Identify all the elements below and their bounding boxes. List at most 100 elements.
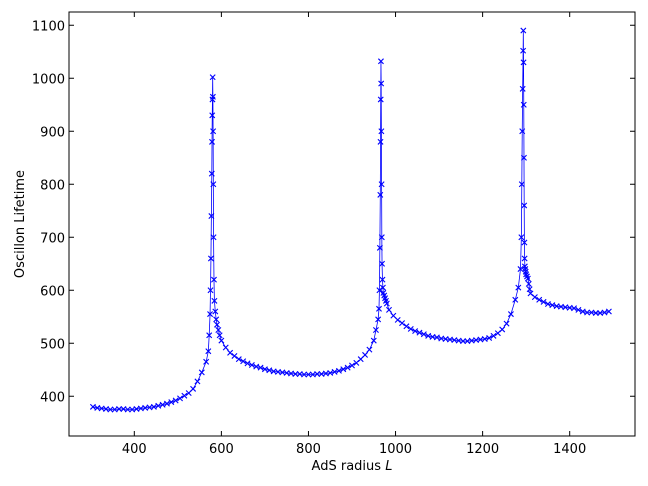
data-point-marker (349, 362, 355, 369)
y-tick-label: 700 (40, 231, 65, 246)
data-point-marker (375, 316, 382, 323)
data-point-marker (378, 234, 385, 241)
data-point-marker (209, 138, 216, 145)
data-point-marker (512, 296, 519, 303)
data-point-marker (208, 170, 215, 177)
data-point-marker (209, 112, 216, 119)
data-point-marker (412, 328, 419, 335)
data-point-marker (227, 349, 234, 356)
data-point-marker (314, 371, 321, 377)
data-point-marker (520, 47, 527, 54)
data-point-marker (519, 128, 526, 135)
data-point-marker (525, 280, 532, 287)
data-point-marker (150, 403, 157, 410)
data-point-marker (190, 385, 197, 392)
data-point-marker (222, 344, 229, 351)
x-tick-label: 1000 (379, 442, 412, 457)
data-point-marker (213, 316, 220, 323)
data-point-marker (518, 234, 525, 241)
plot-frame (68, 11, 636, 437)
data-point-marker (194, 378, 201, 385)
data-point-marker (403, 323, 410, 330)
data-point-marker (481, 336, 488, 342)
data-point-marker (378, 128, 385, 135)
data-point-marker (549, 302, 556, 309)
data-point-marker (520, 59, 527, 66)
data-point-marker (244, 360, 251, 367)
data-point-marker (377, 191, 384, 198)
data-point-marker (212, 308, 219, 315)
data-point-marker (521, 239, 528, 246)
data-point-marker (210, 234, 217, 241)
data-point-marker (340, 366, 347, 373)
data-point-marker (370, 337, 377, 344)
x-tick-label: 1200 (466, 442, 499, 457)
data-point-marker (205, 348, 212, 355)
data-point-marker (433, 334, 440, 341)
data-point-marker (206, 332, 213, 339)
data-point-marker (257, 364, 264, 371)
x-tick-label: 600 (209, 442, 234, 457)
data-point-marker (163, 400, 170, 407)
data-point-marker (177, 395, 184, 402)
data-point-marker (379, 260, 386, 267)
data-point-marker (499, 326, 506, 333)
y-tick-label: 600 (40, 284, 65, 299)
series-layer (89, 27, 612, 413)
data-point-marker (231, 352, 238, 359)
data-point-marker (377, 138, 384, 145)
data-point-marker (515, 284, 522, 291)
data-point-marker (518, 181, 525, 188)
data-point-marker (540, 298, 547, 305)
data-point-marker (579, 308, 586, 315)
data-point-marker (214, 321, 221, 328)
data-point-marker (331, 368, 338, 375)
data-point-marker (240, 358, 247, 365)
data-point-marker (235, 356, 242, 363)
y-tick-label: 900 (40, 125, 65, 140)
data-point-marker (208, 213, 215, 220)
data-point-marker (210, 128, 217, 135)
data-point-marker (261, 366, 268, 373)
data-point-marker (383, 300, 390, 307)
x-tick-label: 1400 (553, 442, 586, 457)
data-point-marker (605, 308, 612, 315)
data-point-marker (376, 244, 383, 251)
data-point-marker (159, 401, 166, 408)
x-axis-label: AdS radius (312, 459, 382, 474)
tick-layer: 400 600 800 1000 1200 1400 400 500 600 700 800 900 1… (32, 12, 635, 457)
data-point-marker (536, 296, 543, 303)
data-point-marker (376, 287, 383, 294)
y-tick-label: 1000 (32, 72, 65, 87)
data-point-marker (490, 332, 497, 339)
data-point-marker (416, 329, 423, 336)
data-point-marker (216, 332, 223, 339)
data-point-marker (344, 364, 351, 371)
data-point-marker (524, 275, 531, 282)
data-point-marker (362, 351, 369, 358)
data-point-marker (266, 367, 273, 374)
data-point-marker (210, 276, 217, 283)
data-point-marker (209, 93, 216, 100)
data-point-marker (520, 27, 527, 34)
data-point-marker (379, 284, 386, 291)
data-point-marker (372, 327, 379, 333)
data-point-marker (215, 327, 222, 333)
data-point-marker (379, 276, 386, 283)
data-point-marker (521, 255, 528, 262)
data-point-marker (520, 154, 527, 161)
y-axis-title: Oscillon Lifetime (13, 170, 28, 278)
data-point-marker (211, 297, 218, 304)
data-point-marker (601, 309, 608, 316)
data-point-marker (592, 310, 599, 317)
data-point-marker (486, 334, 493, 341)
data-point-marker (377, 96, 384, 103)
data-point-marker (507, 311, 514, 318)
data-point-marker (116, 405, 123, 412)
data-point-marker (253, 363, 260, 370)
x-tick-label: 400 (122, 442, 147, 457)
data-point-marker (292, 371, 299, 377)
data-point-marker (377, 58, 384, 65)
data-point-marker (517, 266, 524, 273)
data-point-marker (520, 101, 527, 108)
